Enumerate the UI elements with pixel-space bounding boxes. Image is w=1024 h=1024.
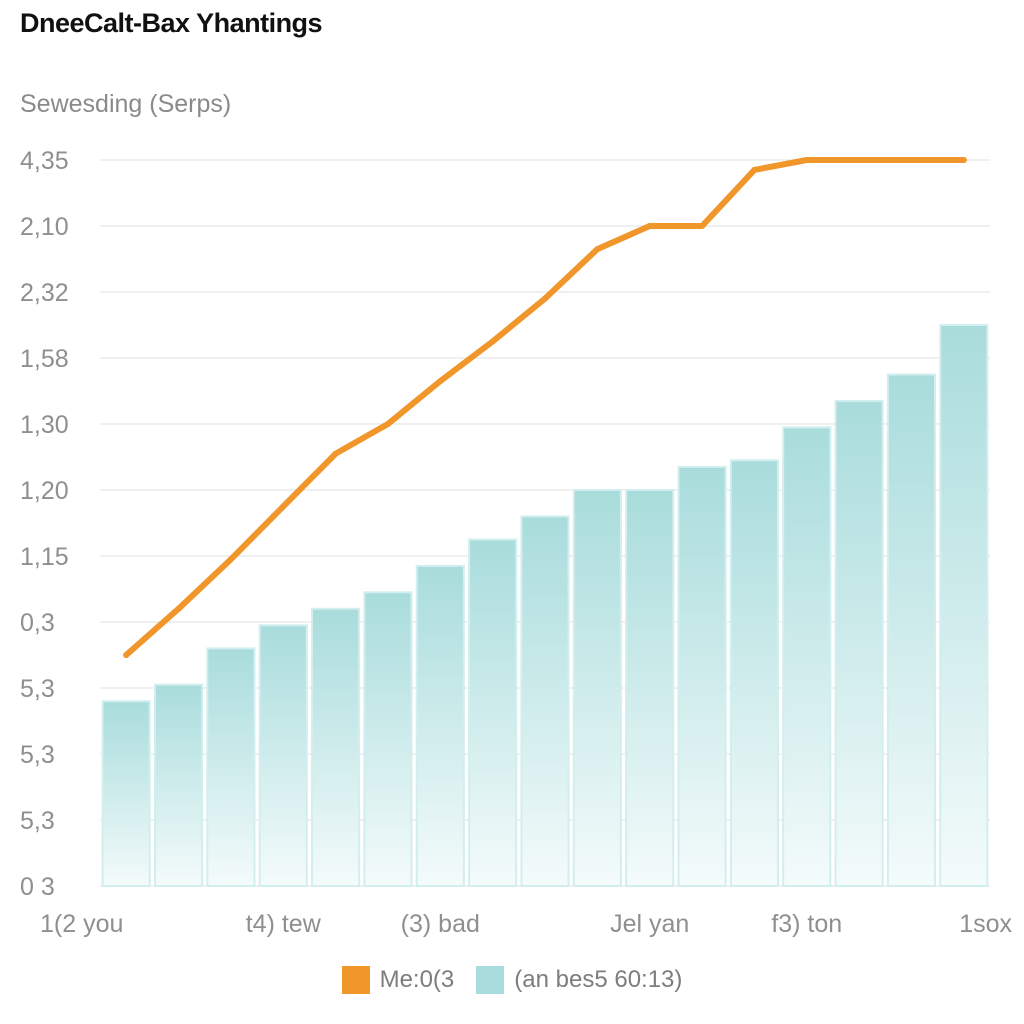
bar: [677, 465, 727, 887]
legend-label-bar: (an bes5 60:13): [514, 966, 683, 993]
bar: [101, 700, 151, 888]
legend-swatch-bar: [476, 966, 505, 994]
bar: [258, 624, 308, 887]
legend-label-line: Me:0(3: [379, 966, 455, 993]
bar: [206, 647, 256, 888]
line-point: [280, 503, 287, 510]
line-point: [856, 157, 863, 163]
y-tick-label: 1,58: [20, 345, 69, 373]
line-point: [751, 166, 758, 173]
bar: [729, 459, 779, 887]
y-tick-label: 1,15: [20, 543, 69, 571]
bar: [153, 683, 204, 888]
y-tick-label: 1,30: [20, 411, 69, 439]
x-tick-label: 1sox: [959, 910, 1012, 938]
legend-item-line: Me:0(3: [341, 966, 455, 994]
legend-item-bar: (an bes5 60:13): [476, 966, 682, 994]
line-point: [542, 295, 548, 302]
line-point: [437, 378, 444, 385]
y-tick-label: 5,3: [20, 675, 55, 703]
y-tick-label: 2,10: [20, 213, 69, 241]
x-tick-label: (3) bad: [401, 910, 480, 938]
line-point: [332, 450, 339, 457]
bar: [415, 564, 465, 888]
line-point: [699, 223, 706, 229]
bar: [468, 538, 518, 887]
line-point: [803, 157, 810, 163]
line-point: [960, 157, 967, 163]
line-point: [384, 421, 391, 427]
bar: [939, 324, 989, 887]
chart-title: DneeCalt-Bax Yhantings: [20, 8, 323, 38]
y-axis-label: Sewesding (Serps): [20, 90, 232, 118]
x-tick-label: 1(2 you: [40, 910, 123, 938]
bar: [625, 489, 675, 887]
legend-swatch-line: [341, 966, 370, 994]
x-tick-label: t4) tew: [246, 910, 322, 938]
x-tick-label: Jel yan: [610, 910, 689, 938]
y-tick-label: 1,20: [20, 477, 69, 505]
line-point: [646, 223, 653, 229]
line-point: [227, 556, 234, 563]
bar: [782, 426, 832, 887]
bar: [363, 591, 413, 887]
line-point: [175, 605, 182, 612]
line-point: [489, 338, 496, 345]
bar: [886, 373, 937, 887]
x-tick-label: f3) ton: [771, 910, 842, 938]
y-tick-label: 4,35: [20, 147, 69, 175]
y-tick-label: 0 3: [20, 873, 55, 901]
bar: [520, 515, 570, 888]
line-point: [123, 652, 130, 658]
bar: [311, 607, 361, 887]
chart-legend: Me:0(3 (an bes5 60:13): [0, 966, 1024, 994]
bar: [572, 489, 622, 887]
bar: [834, 399, 884, 887]
line-point: [594, 246, 601, 253]
y-tick-label: 2,32: [20, 279, 69, 307]
y-tick-label: 0,3: [20, 609, 55, 637]
y-tick-label: 5,3: [20, 807, 55, 835]
y-tick-label: 5,3: [20, 741, 55, 769]
line-point: [908, 157, 915, 163]
